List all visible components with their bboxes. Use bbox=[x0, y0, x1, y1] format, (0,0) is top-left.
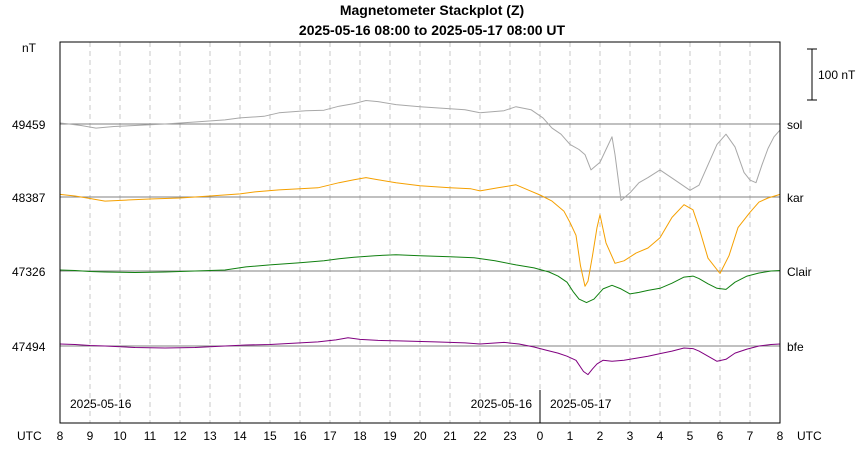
x-tick-label: 4 bbox=[657, 429, 664, 443]
x-tick-labels: 8 9 10 11 12 13 14 15 16 17 18 19 20 21 22 23 0 1 2 3 4 5 6 7 8 bbox=[57, 429, 784, 443]
x-tick-label: 5 bbox=[687, 429, 694, 443]
x-tick-label: 12 bbox=[173, 429, 187, 443]
x-tick-label: 0 bbox=[537, 429, 544, 443]
x-tick-label: 6 bbox=[717, 429, 724, 443]
x-tick-label: 14 bbox=[233, 429, 247, 443]
plot-frame bbox=[59, 41, 781, 424]
baseline-value-kar: 48387 bbox=[12, 191, 46, 205]
x-tick-label: 7 bbox=[747, 429, 754, 443]
x-tick-label: 20 bbox=[413, 429, 427, 443]
station-labels: sol kar Clair bfe bbox=[787, 118, 812, 354]
vertical-gridlines bbox=[89, 42, 751, 423]
series-lines bbox=[59, 100, 781, 376]
x-tick-label: 22 bbox=[473, 429, 487, 443]
chart-title: Magnetometer Stackplot (Z) bbox=[340, 2, 524, 18]
baseline-value-bfe: 47494 bbox=[12, 340, 46, 354]
chart-subtitle: 2025-05-16 08:00 to 2025-05-17 08:00 UT bbox=[299, 22, 566, 38]
x-unit-right: UTC bbox=[797, 429, 822, 443]
x-tick-label: 16 bbox=[293, 429, 307, 443]
x-tick-label: 15 bbox=[263, 429, 277, 443]
date-label-start: 2025-05-16 bbox=[70, 397, 132, 411]
x-tick-label: 23 bbox=[503, 429, 517, 443]
x-tick-label: 10 bbox=[113, 429, 127, 443]
baseline-value-sol: 49459 bbox=[12, 118, 46, 132]
x-tick-label: 2 bbox=[597, 429, 604, 443]
x-tick-label: 18 bbox=[353, 429, 367, 443]
series-line-clair bbox=[59, 254, 781, 304]
series-line-sol bbox=[59, 100, 781, 201]
y-unit-label: nT bbox=[22, 41, 37, 55]
x-tick-label: 8 bbox=[57, 429, 64, 443]
station-label-kar: kar bbox=[787, 191, 804, 205]
x-tick-label: 1 bbox=[567, 429, 574, 443]
station-label-sol: sol bbox=[787, 118, 802, 132]
scale-bar-label: 100 nT bbox=[818, 68, 856, 82]
x-unit-left: UTC bbox=[17, 429, 42, 443]
series-line-bfe bbox=[59, 337, 781, 376]
x-tick-label: 9 bbox=[87, 429, 94, 443]
x-tick-label: 17 bbox=[323, 429, 337, 443]
station-label-bfe: bfe bbox=[787, 340, 804, 354]
series-line-kar bbox=[59, 177, 781, 287]
date-label-before-midnight: 2025-05-16 bbox=[471, 397, 533, 411]
station-label-clair: Clair bbox=[787, 265, 812, 279]
x-tick-label: 3 bbox=[627, 429, 634, 443]
x-tick-label: 11 bbox=[144, 429, 157, 443]
x-tick-label: 13 bbox=[203, 429, 217, 443]
x-tick-label: 21 bbox=[443, 429, 457, 443]
date-label-after-midnight: 2025-05-17 bbox=[550, 397, 612, 411]
x-tick-label: 8 bbox=[777, 429, 784, 443]
baseline-value-labels: 49459 48387 47326 47494 bbox=[12, 118, 46, 354]
baseline-value-clair: 47326 bbox=[12, 265, 46, 279]
x-tick-label: 19 bbox=[383, 429, 397, 443]
scale-bar: 100 nT bbox=[807, 48, 856, 101]
